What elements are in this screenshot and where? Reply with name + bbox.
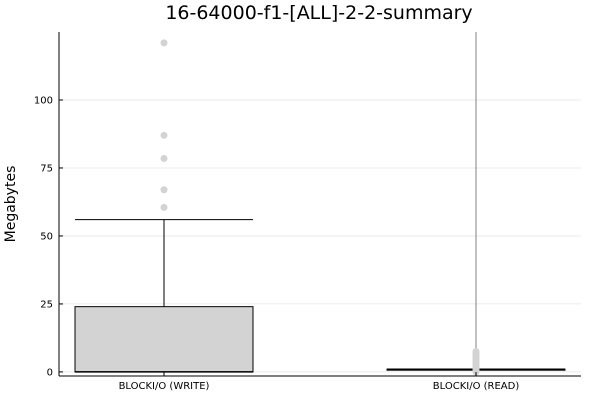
y-tick-label: 75 (40, 163, 53, 174)
y-tick-label: 0 (47, 367, 53, 378)
y-tick-label: 50 (40, 231, 53, 242)
outlier-point (160, 186, 168, 194)
y-tick-label: 100 (34, 95, 53, 106)
outlier-point (160, 39, 168, 47)
y-ticks: 0 25 50 75 100 (34, 95, 63, 378)
grid-lines (59, 99, 581, 373)
y-tick-label: 25 (40, 299, 53, 310)
box-body (74, 306, 254, 373)
x-ticks: BLOCKI/O (WRITE) BLOCKI/O (READ) (119, 372, 520, 392)
outlier-point (160, 203, 168, 211)
outlier-point (160, 154, 168, 162)
category-label: BLOCKI/O (WRITE) (119, 381, 210, 392)
chart-boxes (74, 32, 566, 373)
chart-title: 16-64000-f1-[ALL]-2-2-summary (165, 2, 472, 24)
y-axis-label: Megabytes (3, 166, 19, 243)
outlier-points (160, 39, 480, 376)
outlier-point (160, 131, 168, 139)
axes (58, 32, 581, 377)
category-label: BLOCKI/O (READ) (433, 381, 520, 392)
outlier-point (472, 348, 480, 356)
